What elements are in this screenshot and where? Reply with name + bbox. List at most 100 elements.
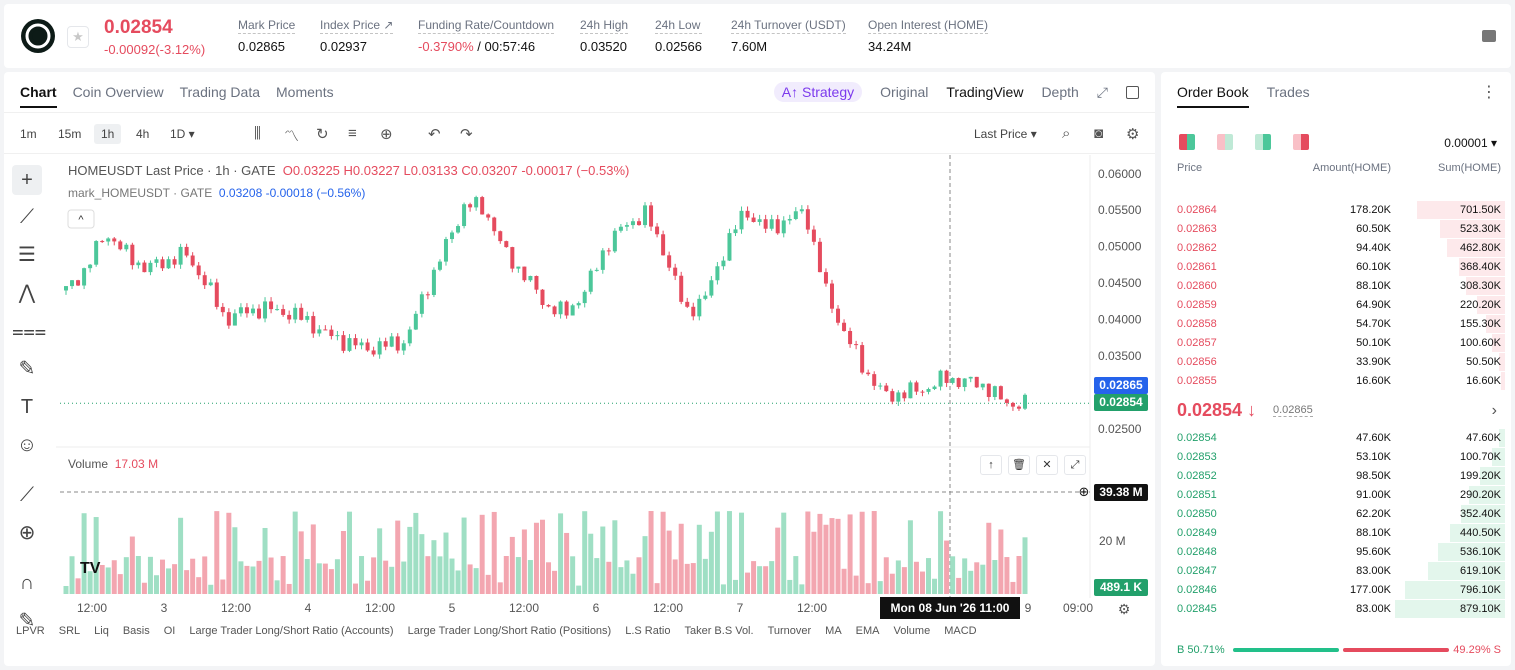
tf-1m[interactable]: 1m [20, 127, 37, 141]
x-tick-label: 9 [1025, 601, 1032, 615]
crosshair-icon[interactable]: + [12, 165, 42, 195]
tab-original[interactable]: Original [880, 84, 929, 100]
tab-depth[interactable]: Depth [1041, 84, 1079, 100]
indicator-12[interactable]: Volume [893, 625, 931, 637]
magnet-icon[interactable]: ∩ [19, 572, 35, 594]
pencil-icon[interactable]: ✎ [18, 610, 36, 632]
chart-settings-icon[interactable]: ⚙ [1118, 601, 1131, 617]
horizontal-lines-icon[interactable]: ☰ [18, 244, 36, 266]
indicators-icon[interactable]: 〽 [284, 128, 300, 145]
ask-row[interactable]: 0.02860 88.10K 308.30K [1161, 277, 1511, 296]
fib-icon[interactable]: ⩶ [12, 320, 47, 342]
tf-4h[interactable]: 4h [136, 127, 150, 141]
stat-index-price[interactable]: Index Price ↗ 0.02937 [320, 18, 394, 54]
chevron-right-icon[interactable]: › [1491, 402, 1497, 419]
tab-tradingview[interactable]: TradingView [946, 84, 1024, 100]
ask-row[interactable]: 0.02856 33.90K 50.50K [1161, 353, 1511, 372]
indicator-11[interactable]: EMA [855, 625, 880, 637]
tab-trading-data[interactable]: Trading Data [179, 84, 261, 100]
bid-row[interactable]: 0.02852 98.50K 199.20K [1161, 467, 1511, 486]
brush-icon[interactable]: ✎ [18, 358, 36, 380]
ruler-icon[interactable]: ⟋ [20, 484, 34, 506]
trendline-icon[interactable]: ⟋ [20, 206, 34, 228]
indicator-5[interactable]: Large Trader Long/Short Ratio (Accounts) [189, 625, 394, 637]
ask-row[interactable]: 0.02862 94.40K 462.80K [1161, 239, 1511, 258]
ask-row[interactable]: 0.02855 16.60K 16.60K [1161, 372, 1511, 391]
view-bids-icon[interactable] [1255, 134, 1271, 150]
tf-15m[interactable]: 15m [58, 127, 82, 141]
bid-row[interactable]: 0.02848 95.60K 536.10K [1161, 543, 1511, 562]
ask-row[interactable]: 0.02864 178.20K 701.50K [1161, 201, 1511, 220]
pattern-icon[interactable]: ⋀ [18, 282, 36, 304]
volume-bar [232, 527, 238, 594]
bid-price: 0.02848 [1177, 546, 1217, 558]
view-mixed-icon[interactable] [1217, 134, 1233, 150]
add-alert-icon[interactable]: ⊕ [1079, 484, 1090, 499]
collapse-legend-button[interactable] [67, 209, 95, 229]
ask-row[interactable]: 0.02857 50.10K 100.60K [1161, 334, 1511, 353]
tab-chart[interactable]: Chart [20, 84, 57, 108]
price-type-select[interactable]: Last Price ▾ [974, 127, 1037, 141]
ask-row[interactable]: 0.02863 60.50K 523.30K [1161, 220, 1511, 239]
delete-icon[interactable]: 🗑 [1008, 455, 1030, 475]
indicator-13[interactable]: MACD [944, 625, 977, 637]
volume-bar [1022, 537, 1028, 594]
zoom-icon[interactable]: ⊕ [18, 522, 36, 544]
bid-row[interactable]: 0.02851 91.00K 290.20K [1161, 486, 1511, 505]
precision-select[interactable]: 0.00001 ▾ [1444, 136, 1497, 150]
tab-moments[interactable]: Moments [276, 84, 334, 100]
tab-trades[interactable]: Trades [1266, 84, 1310, 100]
candle-body [848, 330, 853, 345]
favorite-star-icon[interactable]: ★ [67, 26, 89, 48]
maximize-icon[interactable]: ⤢ [1064, 455, 1086, 475]
replay-icon[interactable]: ↻ [316, 126, 329, 143]
ask-row[interactable]: 0.02859 64.90K 220.20K [1161, 296, 1511, 315]
more-icon[interactable]: ⋮ [1481, 84, 1497, 101]
add-icon[interactable]: ⊕ [380, 126, 393, 143]
volume-bar [377, 528, 383, 594]
view-both-icon[interactable] [1179, 134, 1195, 150]
indicator-9[interactable]: Turnover [767, 625, 812, 637]
price-chart[interactable]: 0.06000 0.05500 0.05000 0.04500 0.04000 0.035… [0, 0, 1151, 670]
indicator-0[interactable]: LPVR [16, 625, 45, 637]
book-icon[interactable] [1482, 30, 1496, 42]
search-icon[interactable]: ⌕ [1062, 125, 1071, 142]
tf-1d[interactable]: 1D ▾ [170, 127, 195, 141]
bid-row[interactable]: 0.02846 177.00K 796.10K [1161, 581, 1511, 600]
bid-row[interactable]: 0.02845 83.00K 879.10K [1161, 600, 1511, 619]
tf-1h[interactable]: 1h [94, 124, 122, 144]
indicator-8[interactable]: Taker B.S Vol. [684, 625, 754, 637]
strategy-button[interactable]: A↑ Strategy [773, 82, 863, 102]
undo-icon[interactable]: ↶ [428, 126, 441, 143]
emoji-icon[interactable]: ☺ [16, 434, 38, 456]
bid-row[interactable]: 0.02853 53.10K 100.70K [1161, 448, 1511, 467]
window-icon[interactable] [1126, 85, 1139, 99]
gear-icon[interactable]: ⚙ [1126, 126, 1140, 143]
depth-bar [1501, 372, 1505, 390]
ask-row[interactable]: 0.02861 60.10K 368.40K [1161, 258, 1511, 277]
settings-list-icon[interactable]: ≡ [348, 125, 357, 142]
indicator-3[interactable]: Basis [122, 625, 150, 637]
indicator-1[interactable]: SRL [58, 625, 81, 637]
candle-type-icon[interactable]: ⫼ [254, 125, 261, 142]
move-up-icon[interactable]: ↑ [980, 455, 1002, 475]
redo-icon[interactable]: ↷ [460, 126, 473, 143]
collapse-icon[interactable]: ✕ [1036, 455, 1058, 475]
bid-row[interactable]: 0.02854 47.60K 47.60K [1161, 429, 1511, 448]
volume-bar [292, 511, 298, 594]
text-icon[interactable]: T [20, 396, 34, 418]
indicator-7[interactable]: L.S Ratio [625, 625, 671, 637]
tab-coin-overview[interactable]: Coin Overview [72, 84, 164, 100]
tab-order-book[interactable]: Order Book [1177, 84, 1249, 108]
indicator-4[interactable]: OI [163, 625, 176, 637]
bid-row[interactable]: 0.02847 83.00K 619.10K [1161, 562, 1511, 581]
camera-icon[interactable]: ◙ [1094, 125, 1104, 142]
view-asks-icon[interactable] [1293, 134, 1309, 150]
indicator-2[interactable]: Liq [94, 625, 109, 637]
bid-row[interactable]: 0.02850 62.20K 352.40K [1161, 505, 1511, 524]
expand-icon[interactable]: ⤢ [1096, 83, 1108, 100]
ask-row[interactable]: 0.02858 54.70K 155.30K [1161, 315, 1511, 334]
bid-row[interactable]: 0.02849 88.10K 440.50K [1161, 524, 1511, 543]
indicator-6[interactable]: Large Trader Long/Short Ratio (Positions… [407, 625, 612, 637]
indicator-10[interactable]: MA [825, 625, 842, 637]
